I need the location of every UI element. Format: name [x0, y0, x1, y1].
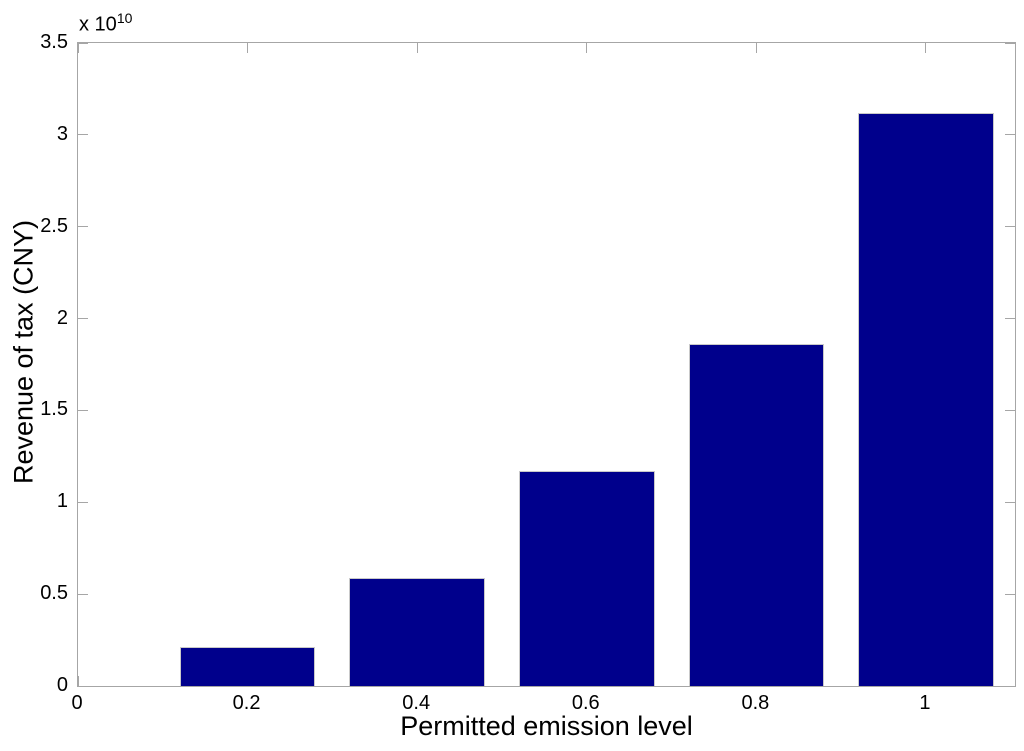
x-tick-top	[925, 43, 927, 53]
y-tick-left	[78, 501, 88, 503]
y-tick-label: 0.5	[40, 582, 68, 605]
bar	[179, 647, 316, 686]
y-tick-left	[78, 685, 88, 687]
x-tick-label: 0	[71, 692, 83, 714]
x-tick-top	[416, 43, 418, 53]
y-tick-left	[78, 318, 88, 320]
y-axis-multiplier: x 1010	[79, 10, 132, 37]
y-tick-left	[78, 409, 88, 411]
x-tick-label: 0.8	[741, 692, 770, 714]
bar	[349, 577, 486, 686]
y-axis-multiplier-base: x 10	[79, 13, 117, 36]
y-tick-left	[78, 134, 88, 136]
y-tick-label: 2.5	[40, 214, 68, 237]
y-tick-right	[1005, 593, 1015, 595]
bar	[688, 344, 825, 686]
x-tick-top	[77, 43, 79, 53]
y-tick-right	[1005, 226, 1015, 228]
plot-area	[77, 42, 1016, 687]
y-tick-label: 3	[56, 122, 68, 145]
y-tick-right	[1005, 501, 1015, 503]
y-tick-left	[78, 226, 88, 228]
x-axis-label: Permitted emission level	[400, 711, 693, 741]
x-tick-bottom	[77, 676, 79, 686]
y-tick-label: 0	[56, 674, 68, 696]
y-axis-label: Revenue of tax (CNY)	[8, 219, 39, 485]
y-tick-right	[1005, 685, 1015, 687]
y-tick-left	[78, 42, 88, 44]
bar	[858, 112, 994, 686]
y-tick-label: 1.5	[40, 398, 68, 421]
x-tick-label: 0.4	[402, 692, 431, 714]
x-tick-label: 0.2	[232, 692, 261, 714]
y-tick-left	[78, 593, 88, 595]
y-axis-multiplier-exponent: 10	[116, 10, 133, 26]
y-tick-right	[1005, 318, 1015, 320]
y-tick-right	[1005, 42, 1015, 44]
x-tick-label: 0.6	[571, 692, 600, 714]
y-tick-label: 3.5	[40, 31, 68, 53]
y-tick-right	[1005, 409, 1015, 411]
x-tick-top	[247, 43, 249, 53]
x-tick-top	[586, 43, 588, 53]
x-tick-top	[755, 43, 757, 53]
y-tick-label: 1	[56, 490, 68, 513]
x-tick-label: 1	[919, 692, 931, 714]
y-tick-right	[1005, 134, 1015, 136]
bar	[518, 471, 655, 686]
y-tick-label: 2	[56, 306, 68, 329]
